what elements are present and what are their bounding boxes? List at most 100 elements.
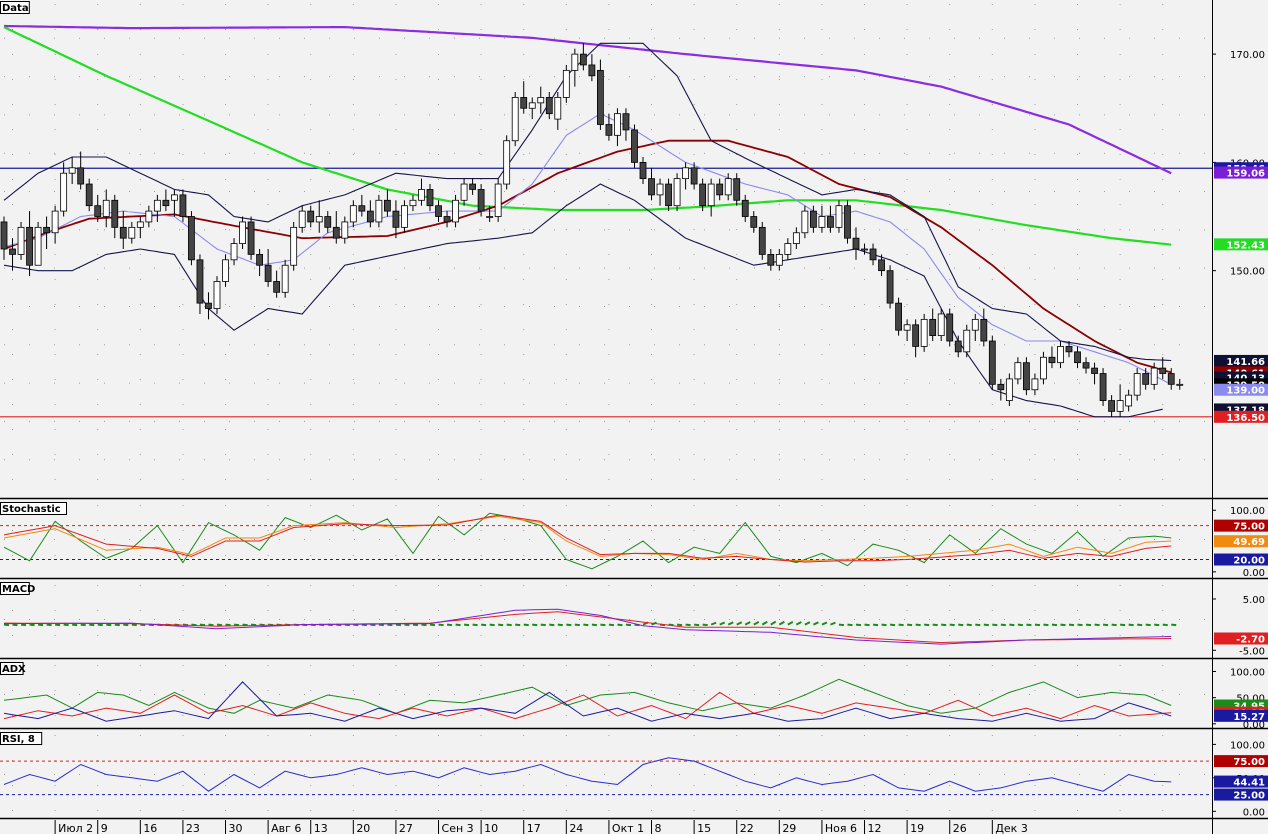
- candle[interactable]: [554, 97, 562, 120]
- candle[interactable]: [1099, 373, 1107, 401]
- candle[interactable]: [724, 178, 732, 196]
- candle[interactable]: [290, 226, 298, 266]
- candle[interactable]: [452, 199, 459, 223]
- candle[interactable]: [750, 216, 758, 228]
- candle[interactable]: [707, 183, 715, 207]
- candle[interactable]: [102, 199, 110, 217]
- candle[interactable]: [145, 210, 153, 223]
- candle[interactable]: [136, 221, 144, 228]
- candle[interactable]: [690, 167, 698, 185]
- candle[interactable]: [51, 210, 59, 234]
- candle[interactable]: [358, 205, 366, 212]
- candle[interactable]: [1014, 362, 1022, 380]
- candle[interactable]: [1133, 373, 1141, 396]
- candle[interactable]: [332, 226, 340, 239]
- candle[interactable]: [494, 183, 502, 217]
- candle[interactable]: [1048, 356, 1056, 364]
- candle[interactable]: [324, 216, 332, 228]
- candle[interactable]: [1125, 394, 1133, 407]
- candle[interactable]: [9, 248, 16, 255]
- candle[interactable]: [886, 270, 894, 304]
- candle[interactable]: [170, 194, 178, 201]
- candle[interactable]: [153, 199, 161, 212]
- candle[interactable]: [205, 302, 212, 309]
- candle[interactable]: [298, 210, 306, 228]
- candle[interactable]: [597, 69, 604, 125]
- candle[interactable]: [477, 189, 485, 212]
- candle[interactable]: [128, 226, 136, 239]
- candle[interactable]: [1150, 367, 1158, 385]
- candle[interactable]: [281, 264, 289, 293]
- candle[interactable]: [716, 183, 724, 196]
- candle[interactable]: [179, 194, 187, 217]
- candle[interactable]: [1057, 346, 1064, 364]
- candle[interactable]: [94, 205, 102, 217]
- candle[interactable]: [213, 281, 221, 309]
- candle[interactable]: [758, 226, 766, 255]
- candle[interactable]: [1065, 346, 1073, 353]
- candle[interactable]: [1082, 362, 1090, 369]
- candle[interactable]: [631, 129, 638, 163]
- candle[interactable]: [673, 178, 681, 207]
- candle[interactable]: [699, 183, 707, 207]
- candle[interactable]: [349, 205, 357, 223]
- candle[interactable]: [614, 113, 621, 136]
- candle[interactable]: [247, 221, 255, 255]
- candle[interactable]: [1040, 356, 1047, 380]
- candle[interactable]: [1142, 373, 1150, 385]
- candle[interactable]: [85, 183, 93, 207]
- candle[interactable]: [562, 69, 570, 98]
- candle[interactable]: [469, 183, 477, 190]
- candle[interactable]: [929, 318, 937, 337]
- candle[interactable]: [971, 318, 979, 331]
- candle[interactable]: [1091, 367, 1098, 374]
- candle[interactable]: [920, 318, 928, 347]
- candle[interactable]: [383, 199, 391, 212]
- candle[interactable]: [775, 254, 783, 266]
- candle[interactable]: [980, 318, 988, 342]
- candle[interactable]: [111, 199, 119, 228]
- candle[interactable]: [861, 248, 868, 251]
- candle[interactable]: [1159, 367, 1167, 374]
- candle[interactable]: [895, 302, 902, 331]
- candle[interactable]: [68, 167, 76, 174]
- candle[interactable]: [26, 226, 33, 266]
- candle[interactable]: [545, 97, 553, 115]
- candle[interactable]: [1074, 351, 1081, 364]
- candle[interactable]: [1108, 400, 1115, 412]
- candle[interactable]: [835, 205, 843, 228]
- candle[interactable]: [0, 221, 8, 250]
- candle[interactable]: [997, 383, 1005, 391]
- candle[interactable]: [392, 210, 400, 228]
- candle[interactable]: [196, 259, 204, 304]
- candle[interactable]: [1023, 362, 1030, 391]
- candle[interactable]: [827, 216, 834, 228]
- candle[interactable]: [1176, 383, 1184, 386]
- candle[interactable]: [230, 243, 238, 261]
- candle[interactable]: [511, 97, 519, 142]
- candle[interactable]: [852, 237, 860, 250]
- candle[interactable]: [409, 199, 417, 207]
- candle[interactable]: [818, 216, 826, 228]
- candle[interactable]: [418, 189, 425, 201]
- candle[interactable]: [366, 210, 374, 223]
- candle[interactable]: [264, 264, 272, 282]
- candle[interactable]: [937, 313, 945, 337]
- candle[interactable]: [162, 199, 170, 207]
- candle[interactable]: [844, 205, 851, 239]
- candle[interactable]: [801, 210, 809, 234]
- candle[interactable]: [741, 199, 749, 217]
- candle[interactable]: [1031, 378, 1039, 391]
- candle[interactable]: [443, 216, 451, 223]
- candle[interactable]: [988, 340, 996, 385]
- candle[interactable]: [954, 340, 962, 353]
- candle[interactable]: [1167, 373, 1175, 385]
- candle[interactable]: [119, 226, 127, 239]
- candle[interactable]: [503, 140, 511, 185]
- candle[interactable]: [912, 324, 920, 347]
- candle[interactable]: [767, 254, 775, 266]
- candle[interactable]: [665, 183, 672, 207]
- candle[interactable]: [341, 221, 349, 239]
- candle[interactable]: [17, 226, 25, 255]
- candle[interactable]: [60, 172, 68, 212]
